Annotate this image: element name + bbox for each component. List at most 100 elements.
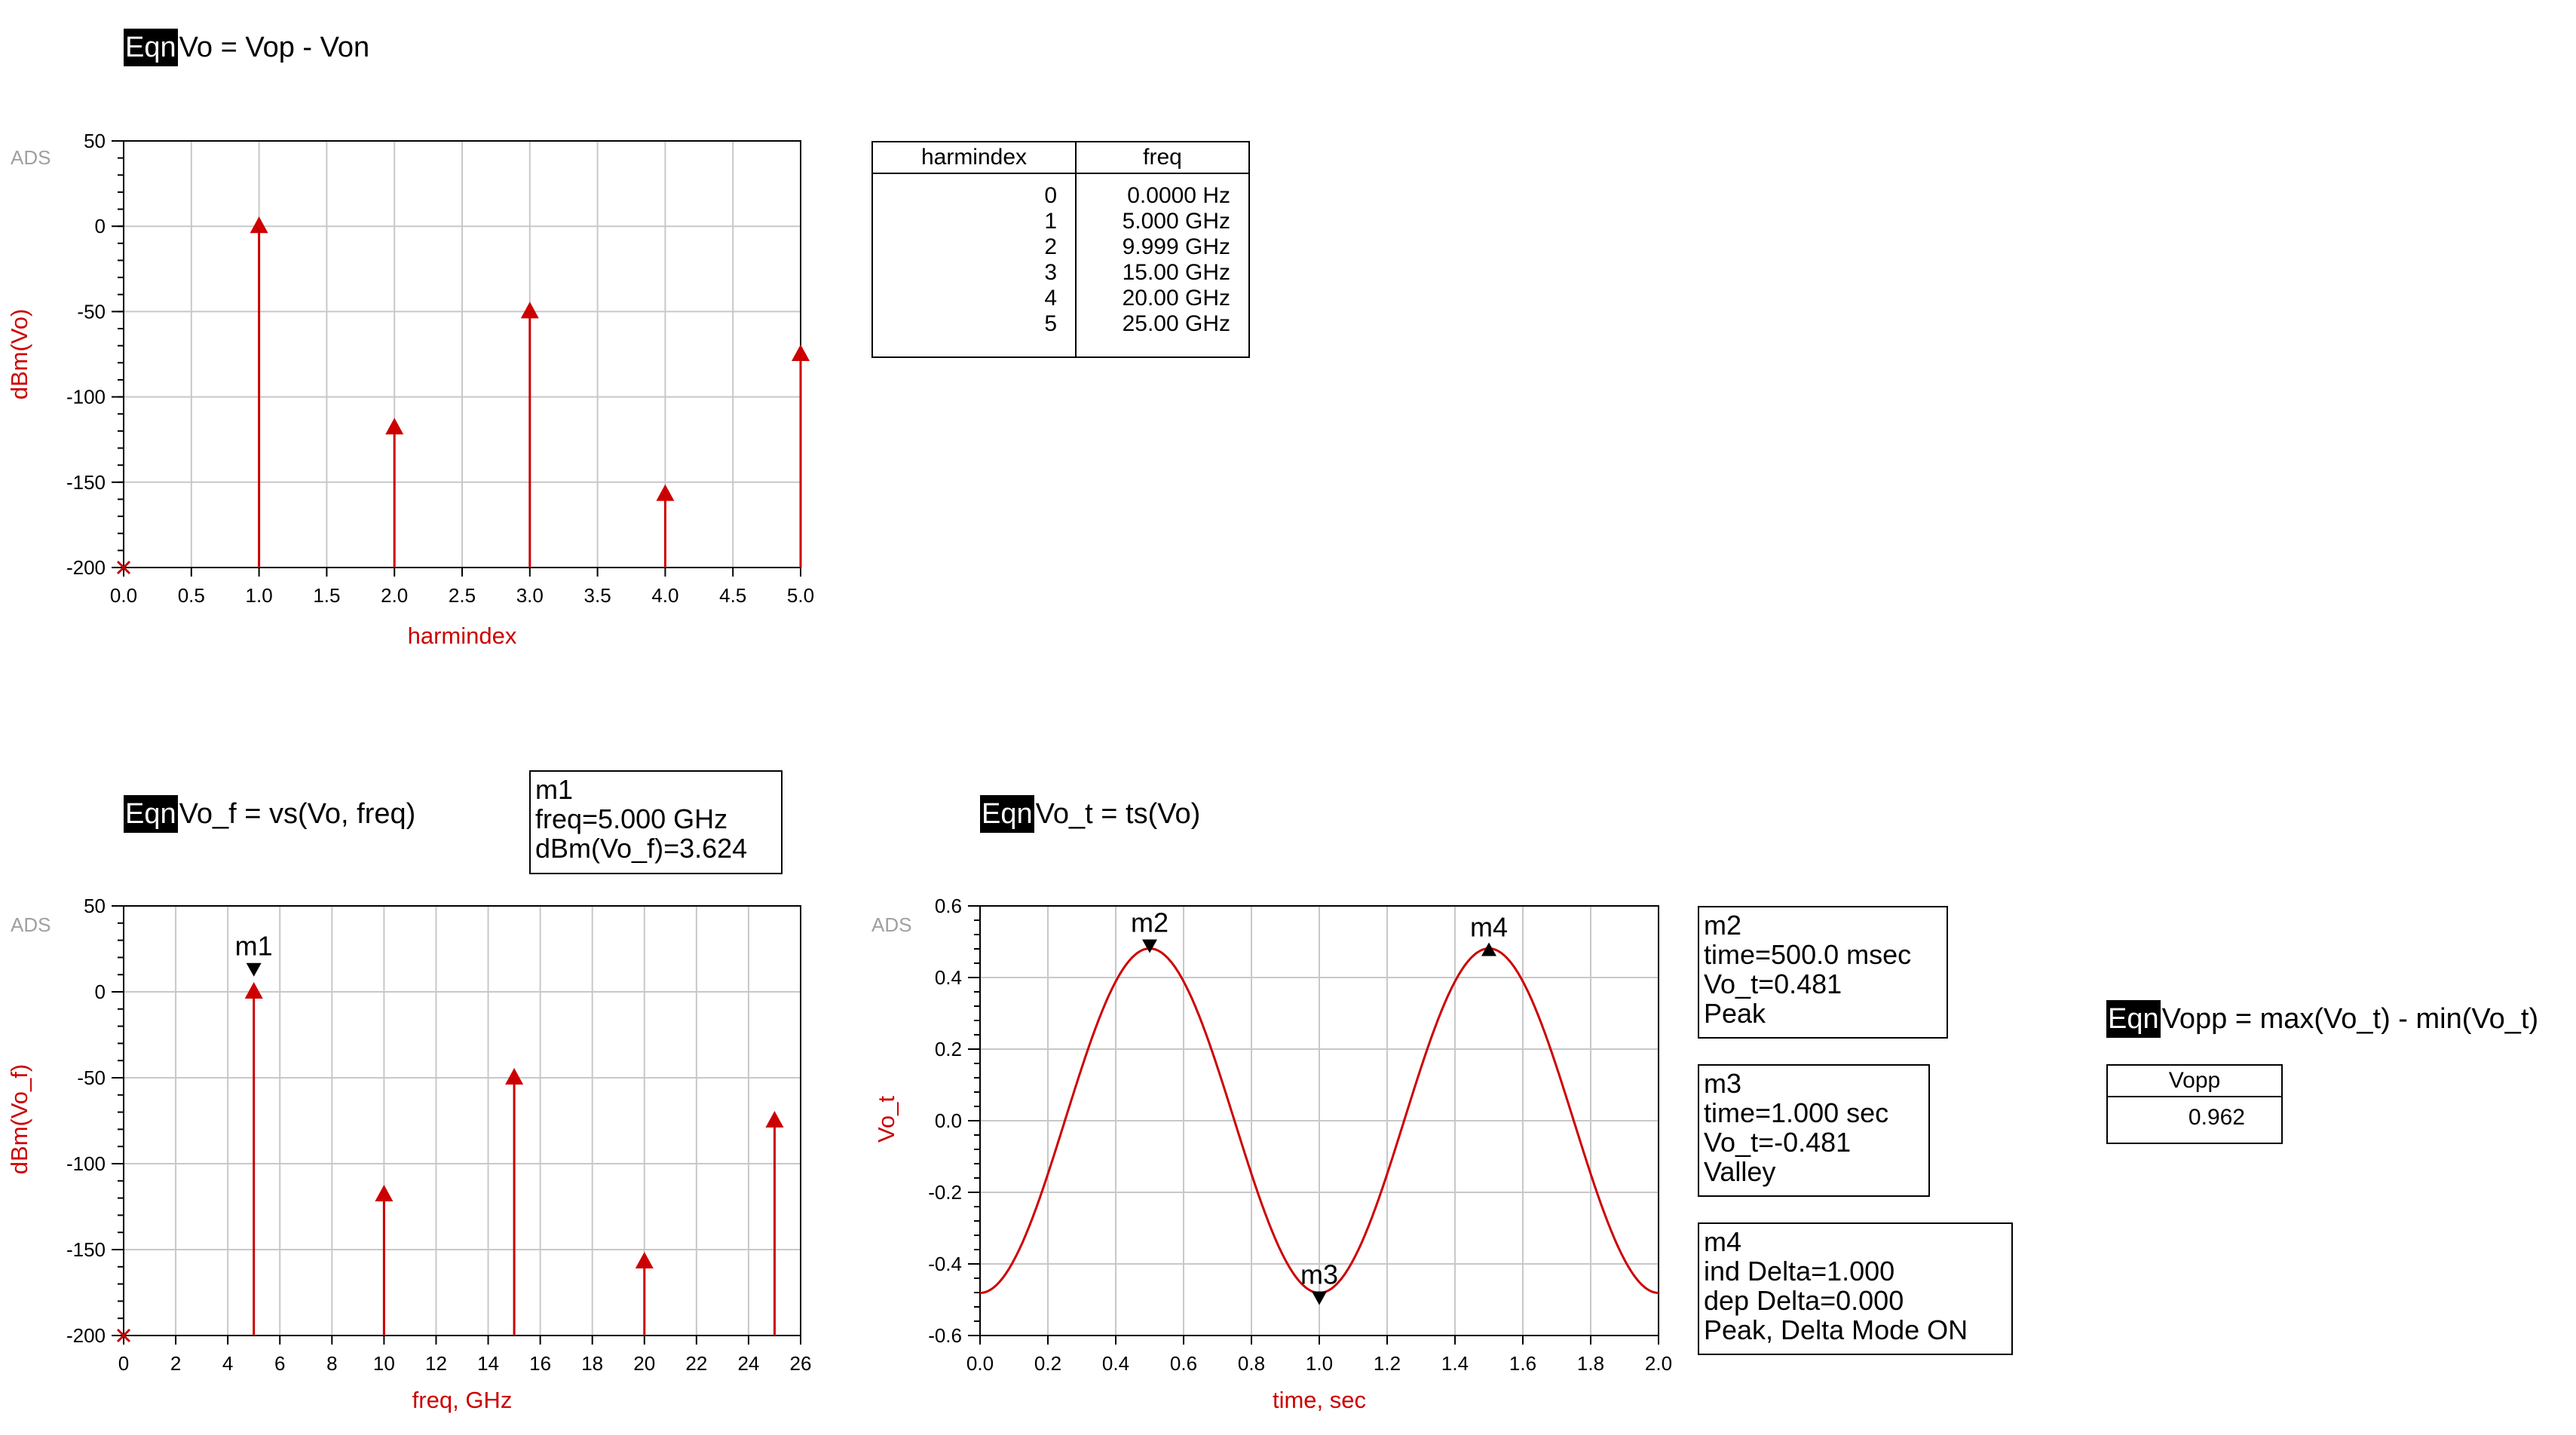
marker-line: Vo_t=-0.481 bbox=[1704, 1127, 1852, 1158]
plot3-ads-logo: ADS bbox=[871, 913, 911, 936]
table-cell: 5.000 GHz bbox=[1122, 209, 1230, 234]
plot2-ytick-label: 50 bbox=[84, 895, 106, 917]
plot1-point-marker bbox=[116, 560, 131, 575]
plot2-frame bbox=[123, 905, 801, 1336]
plot3-ytick-label: -0.2 bbox=[928, 1181, 962, 1204]
harmindex-freq-table: harmindex freq 0 1 2 3 4 5 0.0000 Hz 5.0… bbox=[871, 141, 1250, 358]
marker-m4-readout[interactable]: m4 ind Delta=1.000 dep Delta=0.000 Peak,… bbox=[1698, 1222, 2013, 1355]
plot3-xtick-label: 1.2 bbox=[1374, 1352, 1401, 1375]
plot2-ytick-label: -200 bbox=[66, 1324, 106, 1347]
eqn-tag: Eqn bbox=[980, 795, 1034, 833]
plot2-xtick-label: 8 bbox=[326, 1352, 337, 1375]
table-cell: 2 bbox=[1044, 234, 1057, 259]
plot2-xtick-label: 6 bbox=[274, 1352, 285, 1375]
marker-m3-readout[interactable]: m3 time=1.000 sec Vo_t=-0.481 Valley bbox=[1698, 1064, 1930, 1197]
plot2-xtick-label: 2 bbox=[170, 1352, 181, 1375]
plot1-ytick-label: -150 bbox=[66, 471, 106, 494]
plot1-point-marker bbox=[520, 301, 539, 319]
plot3-frame bbox=[979, 905, 1659, 1336]
equation-vo-text: Vo = Vop - Von bbox=[179, 32, 370, 63]
plot2-ytick-label: -50 bbox=[77, 1066, 106, 1089]
plot3-ytick-label: -0.6 bbox=[928, 1324, 962, 1347]
plot3-y-axis-label: Vo_t bbox=[873, 1096, 899, 1143]
plot3-marker-m2-label: m2 bbox=[1131, 907, 1169, 938]
equation-vo-t: Eqn Vo_t = ts(Vo) bbox=[980, 795, 1200, 833]
table-cell: 0.0000 Hz bbox=[1127, 183, 1230, 208]
table-header-freq: freq bbox=[1075, 141, 1250, 174]
plot1-ytick-label: -100 bbox=[66, 386, 106, 408]
plot2-point-marker bbox=[505, 1068, 524, 1085]
plot2-x-axis-label: freq, GHz bbox=[412, 1387, 513, 1413]
plot2-xtick-label: 0 bbox=[118, 1352, 129, 1375]
marker-m1-readout[interactable]: m1 freq=5.000 GHz dBm(Vo_f)=3.624 bbox=[529, 770, 783, 874]
harmindex-column: 0 1 2 3 4 5 bbox=[871, 173, 1077, 358]
freq-column: 0.0000 Hz 5.000 GHz 9.999 GHz 15.00 GHz … bbox=[1075, 173, 1250, 358]
table-cell: 3 bbox=[1044, 260, 1057, 285]
marker-line: ind Delta=1.000 bbox=[1704, 1256, 1895, 1287]
plot3-xtick-label: 2.0 bbox=[1645, 1352, 1672, 1375]
plot1-xtick-label: 1.5 bbox=[313, 584, 340, 607]
plot3-xtick-label: 0.8 bbox=[1238, 1352, 1265, 1375]
plot3-marker-m3-arrow bbox=[1312, 1291, 1327, 1305]
plot3-xtick-label: 0.0 bbox=[966, 1352, 994, 1375]
plot1-xtick-label: 4.5 bbox=[719, 584, 746, 607]
plot2-xtick-label: 4 bbox=[222, 1352, 233, 1375]
plot2-xtick-label: 24 bbox=[737, 1352, 759, 1375]
plot2-point-marker bbox=[765, 1111, 784, 1128]
plot1-point-marker bbox=[656, 484, 675, 501]
marker-name: m3 bbox=[1704, 1068, 1742, 1099]
plot1-ads-logo: ADS bbox=[11, 146, 51, 169]
plot1-xtick-label: 5.0 bbox=[787, 584, 814, 607]
plot2-xtick-label: 16 bbox=[529, 1352, 551, 1375]
plot1-ytick-label: 0 bbox=[95, 215, 106, 237]
plot2-xtick-label: 22 bbox=[685, 1352, 707, 1375]
plot2-ads-logo: ADS bbox=[11, 913, 51, 936]
plot2-xtick-label: 10 bbox=[373, 1352, 395, 1375]
plot1-xtick-label: 0.5 bbox=[178, 584, 205, 607]
plot2-xtick-label: 20 bbox=[633, 1352, 655, 1375]
plot3-xtick-label: 1.4 bbox=[1441, 1352, 1469, 1375]
marker-line: freq=5.000 GHz bbox=[535, 803, 728, 834]
equation-vopp-text: Vopp = max(Vo_t) - min(Vo_t) bbox=[2161, 1003, 2539, 1035]
plot2-ytick-label: -150 bbox=[66, 1238, 106, 1261]
plot1-point-marker bbox=[385, 418, 404, 435]
plot2-xtick-label: 14 bbox=[477, 1352, 499, 1375]
vopp-value: 0.962 bbox=[2106, 1097, 2283, 1144]
plot3-xtick-label: 1.6 bbox=[1509, 1352, 1536, 1375]
marker-line: time=500.0 msec bbox=[1704, 939, 1912, 970]
plot1-xtick-label: 4.0 bbox=[651, 584, 678, 607]
table-cell: 1 bbox=[1044, 209, 1057, 234]
marker-name: m2 bbox=[1704, 910, 1742, 941]
equation-vo: Eqn Vo = Vop - Von bbox=[124, 29, 369, 66]
marker-line: Valley bbox=[1704, 1156, 1776, 1187]
plot3-ytick-label: -0.4 bbox=[928, 1253, 962, 1275]
table-cell: 15.00 GHz bbox=[1122, 260, 1230, 285]
equation-vo-t-text: Vo_t = ts(Vo) bbox=[1035, 798, 1201, 830]
marker-line: dBm(Vo_f)=3.624 bbox=[535, 833, 748, 864]
plot1-xtick-label: 3.0 bbox=[516, 584, 544, 607]
plot1-x-axis-label: harmindex bbox=[408, 623, 517, 649]
plot3-marker-m4-arrow bbox=[1481, 942, 1496, 956]
marker-m2-readout[interactable]: m2 time=500.0 msec Vo_t=0.481 Peak bbox=[1698, 906, 1948, 1039]
marker-line: Vo_t=0.481 bbox=[1704, 968, 1842, 999]
marker-line: Peak, Delta Mode ON bbox=[1704, 1314, 1968, 1345]
marker-line: dep Delta=0.000 bbox=[1704, 1285, 1904, 1316]
marker-line: Peak bbox=[1704, 998, 1766, 1029]
equation-vopp: Eqn Vopp = max(Vo_t) - min(Vo_t) bbox=[2106, 1000, 2538, 1038]
plot1-xtick-label: 0.0 bbox=[110, 584, 137, 607]
plot1-xtick-label: 2.5 bbox=[449, 584, 476, 607]
plot2-marker-m1-arrow bbox=[246, 962, 262, 977]
table-cell: 25.00 GHz bbox=[1122, 311, 1230, 336]
plot3-xtick-label: 0.2 bbox=[1034, 1352, 1061, 1375]
eqn-tag: Eqn bbox=[2106, 1000, 2161, 1038]
plot1-xtick-label: 1.0 bbox=[246, 584, 273, 607]
table-cell: 5 bbox=[1044, 311, 1057, 336]
plot1-ytick-label: -200 bbox=[66, 556, 106, 579]
table-cell: 20.00 GHz bbox=[1122, 286, 1230, 311]
plot2-ytick-label: -100 bbox=[66, 1152, 106, 1175]
marker-name: m1 bbox=[535, 774, 574, 805]
plot2-point-marker bbox=[635, 1251, 654, 1268]
plot2-marker-m1-label: m1 bbox=[235, 931, 273, 962]
equation-vo-f-text: Vo_f = vs(Vo, freq) bbox=[179, 798, 416, 830]
plot3-marker-m2-arrow bbox=[1142, 939, 1157, 953]
